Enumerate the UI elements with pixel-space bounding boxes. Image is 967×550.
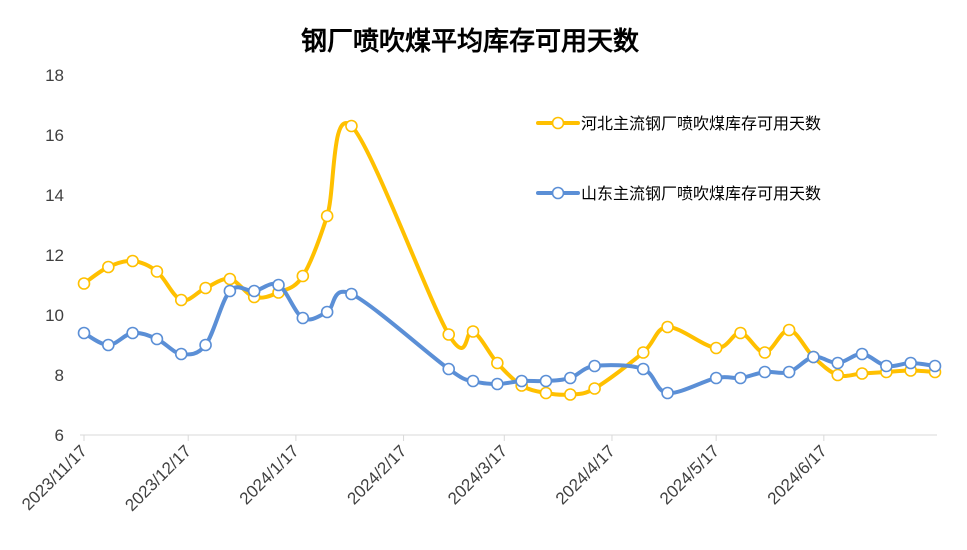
- data-point: [466, 374, 480, 388]
- data-point: [174, 347, 188, 361]
- data-point: [563, 388, 577, 401]
- series-1: [77, 278, 942, 400]
- data-point: [150, 332, 164, 346]
- data-point: [709, 341, 723, 355]
- data-point: [709, 371, 723, 385]
- y-tick-label: 16: [45, 126, 64, 145]
- data-point: [831, 368, 845, 382]
- data-point: [491, 377, 504, 391]
- y-tick-label: 12: [45, 246, 64, 265]
- data-point: [345, 287, 358, 301]
- data-point: [442, 362, 456, 376]
- data-point: [539, 386, 553, 400]
- data-point: [928, 359, 942, 373]
- data-point: [661, 320, 674, 334]
- y-tick-label: 10: [45, 306, 64, 325]
- data-point: [126, 254, 139, 268]
- data-point: [782, 365, 796, 379]
- y-tick-label: 18: [45, 66, 64, 85]
- x-tick-label: 2023/12/17: [121, 441, 195, 515]
- data-point: [296, 269, 310, 283]
- data-point: [223, 284, 237, 298]
- data-point: [758, 365, 772, 379]
- legend-label: 山东主流钢厂喷吹煤库存可用天数: [581, 184, 821, 203]
- chart-title: 钢厂喷吹煤平均库存可用天数: [301, 27, 640, 57]
- x-tick-label: 2024/6/17: [764, 441, 831, 508]
- x-tick-label: 2024/1/17: [236, 441, 303, 508]
- data-point: [320, 305, 334, 319]
- data-point: [77, 326, 91, 340]
- legend-swatch-marker: [551, 186, 565, 200]
- data-point: [102, 260, 115, 274]
- data-point: [831, 356, 845, 370]
- legend-label: 河北主流钢厂喷吹煤库存可用天数: [581, 114, 821, 133]
- data-point: [636, 362, 650, 376]
- data-point: [466, 325, 480, 338]
- data-point: [442, 328, 456, 341]
- x-tick-label: 2024/5/17: [656, 441, 723, 508]
- series-layer: [77, 119, 942, 401]
- series-0: [77, 119, 942, 401]
- data-point: [77, 277, 91, 290]
- y-axis: 6 8 10 12 14 16 18: [45, 66, 64, 445]
- data-point: [807, 350, 820, 364]
- data-point: [199, 338, 212, 352]
- data-point: [126, 326, 139, 340]
- y-tick-label: 14: [45, 186, 64, 205]
- y-tick-label: 8: [55, 366, 64, 385]
- data-point: [734, 371, 747, 385]
- data-point: [880, 359, 893, 373]
- x-tick-label: 2024/3/17: [444, 441, 511, 508]
- data-point: [539, 374, 553, 388]
- data-point: [272, 278, 285, 292]
- x-axis: 2023/11/17 2023/12/17 2024/1/17 2024/2/17 20…: [18, 435, 831, 515]
- x-tick-label: 2023/11/17: [18, 441, 91, 514]
- data-point: [223, 272, 237, 286]
- data-point: [904, 356, 917, 370]
- data-point: [563, 371, 577, 385]
- data-point: [855, 367, 869, 380]
- data-point: [320, 209, 334, 223]
- y-tick-label: 6: [55, 426, 64, 445]
- data-point: [661, 386, 674, 400]
- data-point: [758, 346, 772, 359]
- data-point: [150, 265, 164, 278]
- data-point: [296, 311, 310, 325]
- legend-swatch-marker: [551, 116, 565, 130]
- data-point: [636, 346, 650, 359]
- data-point: [782, 323, 796, 337]
- data-point: [855, 347, 869, 361]
- data-point: [734, 326, 747, 340]
- data-point: [199, 281, 212, 295]
- data-point: [174, 293, 188, 307]
- x-tick-label: 2024/2/17: [343, 441, 410, 508]
- data-point: [491, 356, 504, 370]
- data-point: [515, 374, 528, 388]
- data-point: [345, 119, 358, 133]
- data-point: [247, 284, 261, 298]
- data-point: [102, 338, 115, 352]
- data-point: [588, 359, 601, 373]
- data-point: [588, 382, 601, 395]
- series-line: [82, 121, 937, 397]
- x-tick-label: 2024/4/17: [552, 441, 619, 508]
